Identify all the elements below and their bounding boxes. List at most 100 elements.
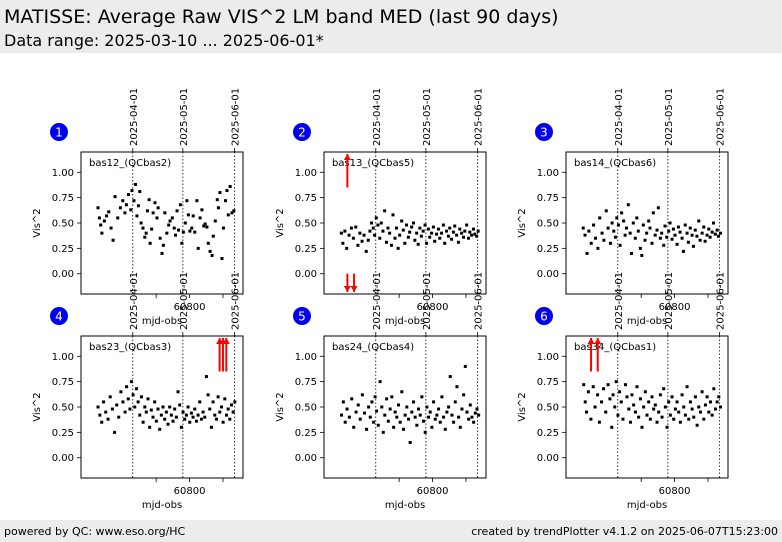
data-point [708, 235, 712, 239]
panel-label: bas13_(QCbas5) [332, 158, 414, 169]
data-point [591, 385, 595, 389]
y-tick-label: 0.50 [537, 403, 559, 414]
data-point [473, 232, 477, 236]
y-axis-label: Vis^2 [32, 208, 43, 237]
data-point [463, 364, 467, 368]
data-point [391, 213, 395, 217]
data-point [423, 223, 427, 227]
data-point [190, 226, 194, 230]
data-point [718, 405, 722, 409]
data-point [415, 423, 419, 427]
y-tick-label: 1.00 [295, 352, 317, 363]
data-point [447, 405, 451, 409]
data-point [347, 415, 351, 419]
y-tick-label: 0.50 [295, 403, 317, 414]
data-point [116, 216, 120, 220]
data-point [427, 415, 431, 419]
y-tick-label: 0.75 [52, 193, 74, 204]
data-point [350, 397, 354, 401]
data-point [219, 405, 223, 409]
data-point [396, 403, 400, 407]
data-point [167, 223, 171, 227]
data-point [582, 383, 586, 387]
data-point [613, 235, 617, 239]
data-point [392, 425, 396, 429]
data-point [358, 417, 362, 421]
data-point [408, 230, 412, 234]
data-point [583, 400, 587, 404]
data-point [347, 233, 351, 237]
data-point [341, 241, 345, 245]
data-point [188, 229, 192, 233]
data-point [340, 413, 344, 417]
data-point [660, 231, 664, 235]
data-point [623, 233, 627, 237]
data-point [132, 199, 136, 203]
y-tick-label: 1.00 [537, 168, 559, 179]
data-point [165, 231, 169, 235]
date-marker-label: 2025-06-01 [231, 88, 242, 146]
data-point [627, 407, 631, 411]
data-point [431, 225, 435, 229]
data-point [708, 400, 712, 404]
data-point [685, 385, 689, 389]
y-axis-label: Vis^2 [517, 392, 528, 421]
data-point [102, 400, 106, 404]
data-point [412, 221, 416, 225]
data-point [455, 233, 459, 237]
data-point [134, 387, 138, 391]
outlier-down-arrow [343, 273, 351, 292]
data-point [453, 224, 457, 228]
data-point [224, 413, 228, 417]
data-point [626, 203, 630, 207]
data-point [204, 375, 208, 379]
data-point [218, 191, 222, 195]
data-point [117, 415, 121, 419]
panel-number-badge [535, 307, 553, 325]
data-point [388, 231, 392, 235]
data-point [688, 226, 692, 230]
data-point [435, 232, 439, 236]
data-point [385, 397, 389, 401]
data-point [450, 413, 454, 417]
data-point [667, 229, 671, 233]
outlier-arrow-head [594, 338, 602, 344]
data-point [386, 226, 390, 230]
panel-number-badge [293, 123, 311, 141]
data-point [155, 216, 159, 220]
data-point [697, 405, 701, 409]
y-tick-label: 1.00 [52, 168, 74, 179]
data-point [451, 230, 455, 234]
data-point [655, 420, 659, 424]
data-point [146, 397, 150, 401]
data-point [640, 253, 644, 257]
data-point [614, 380, 618, 384]
data-point [345, 246, 349, 250]
data-point [169, 413, 173, 417]
data-point [611, 393, 615, 397]
data-point [697, 219, 701, 223]
data-point [216, 206, 220, 210]
data-point [178, 403, 182, 407]
data-point [161, 405, 165, 409]
data-point [143, 235, 147, 239]
data-point [403, 413, 407, 417]
data-point [131, 393, 135, 397]
data-point [133, 182, 137, 186]
data-point [388, 407, 392, 411]
data-point [618, 390, 622, 394]
data-point [438, 420, 442, 424]
x-axis-label: mjd-obs [627, 316, 667, 327]
y-tick-label: 0.75 [295, 377, 317, 388]
data-point [703, 403, 707, 407]
data-point [608, 241, 612, 245]
data-point [196, 246, 200, 250]
outlier-arrow-head [222, 338, 230, 344]
data-point [360, 393, 364, 397]
data-point [668, 413, 672, 417]
date-marker-label: 2025-05-01 [664, 88, 675, 146]
data-point [436, 227, 440, 231]
data-point [98, 413, 102, 417]
data-point [600, 400, 604, 404]
data-point [352, 425, 356, 429]
